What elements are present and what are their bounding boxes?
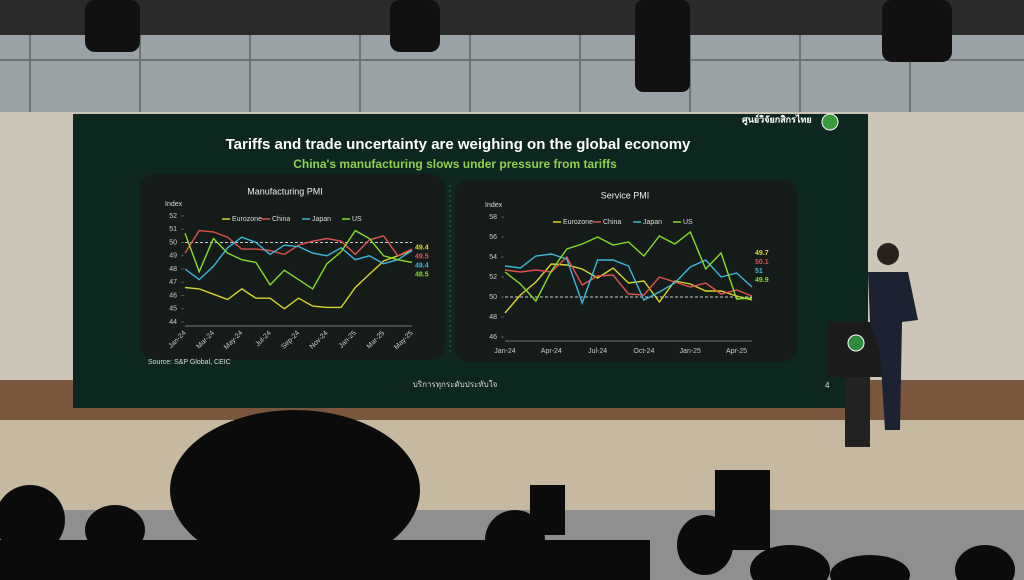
chart-panel (455, 180, 797, 362)
series-line (504, 255, 753, 297)
audience (0, 410, 1015, 580)
legend-label: China (603, 219, 621, 226)
y-tick-label: 46 (489, 334, 497, 341)
y-tick-label: 46 (169, 292, 177, 299)
chart-title: Service PMI (601, 190, 650, 200)
legend-label: Eurozone (232, 216, 262, 223)
value-label: 51 (755, 268, 763, 275)
series-line (184, 236, 413, 281)
slide-title: Tariffs and trade uncertainty are weighi… (226, 136, 691, 153)
x-tick-label: Jul-24 (588, 348, 607, 355)
x-tick-label: Apr-25 (726, 348, 747, 355)
value-label: 50.1 (755, 259, 769, 266)
page-number: 4 (825, 381, 830, 390)
slide-subtitle: China's manufacturing slows under pressu… (293, 157, 617, 171)
x-tick-label: Apr-24 (541, 348, 562, 355)
chart-title: Manufacturing PMI (247, 186, 323, 196)
y-tick-label: 48 (489, 314, 497, 321)
glass-railing (0, 35, 1024, 115)
footer: บริการทุกระดับประทับใจ (413, 380, 498, 389)
series-line (184, 249, 413, 310)
y-tick-label: 47 (169, 279, 177, 286)
value-label: 49.9 (755, 277, 769, 284)
podium-stand (845, 377, 870, 447)
legend-label: US (352, 216, 362, 223)
speaker-body (868, 272, 918, 430)
stage-lights (85, 0, 952, 92)
y-axis-label: Index (485, 202, 503, 209)
podium-logo (847, 334, 865, 352)
speaker-head (877, 243, 899, 265)
source: Source: S&P Global, CEIC (148, 359, 231, 366)
value-label: 49.7 (755, 250, 769, 257)
legend-label: US (683, 219, 693, 226)
stage-front (0, 420, 1024, 520)
series-line (184, 229, 413, 257)
legend-label: Japan (312, 216, 331, 223)
value-label: 49.5 (415, 254, 429, 261)
railing-posts (0, 35, 1024, 112)
series-line (504, 253, 753, 306)
y-axis-label: Index (165, 201, 183, 208)
y-tick-label: 52 (169, 213, 177, 220)
y-tick-label: 56 (489, 234, 497, 241)
ceiling (0, 0, 1024, 35)
value-label: 48.5 (415, 272, 429, 279)
y-tick-label: 51 (169, 226, 177, 233)
x-tick-label: Jan-24 (494, 348, 516, 355)
y-tick-label: 58 (489, 214, 497, 221)
value-label: 49.4 (415, 245, 429, 252)
y-tick-label: 45 (169, 306, 177, 313)
logo (821, 113, 839, 131)
y-tick-label: 50 (489, 294, 497, 301)
legend-label: China (272, 216, 290, 223)
series-line (504, 263, 753, 314)
logo-text: ศูนย์วิจัยกสิกรไทย (742, 113, 812, 125)
y-tick-label: 54 (489, 254, 497, 261)
x-tick-label: Jan-25 (680, 348, 702, 355)
y-tick-label: 48 (169, 266, 177, 273)
value-label: 49.4 (415, 263, 429, 270)
y-tick-label: 44 (169, 319, 177, 326)
legend-label: Japan (643, 219, 662, 226)
chart-panel (140, 174, 445, 360)
legend-label: Eurozone (563, 219, 593, 226)
x-tick-label: Oct-24 (633, 348, 654, 355)
y-tick-label: 50 (169, 239, 177, 246)
series-line (504, 230, 753, 303)
y-tick-label: 52 (489, 274, 497, 281)
series-line (184, 229, 413, 290)
y-tick-label: 49 (169, 253, 177, 260)
